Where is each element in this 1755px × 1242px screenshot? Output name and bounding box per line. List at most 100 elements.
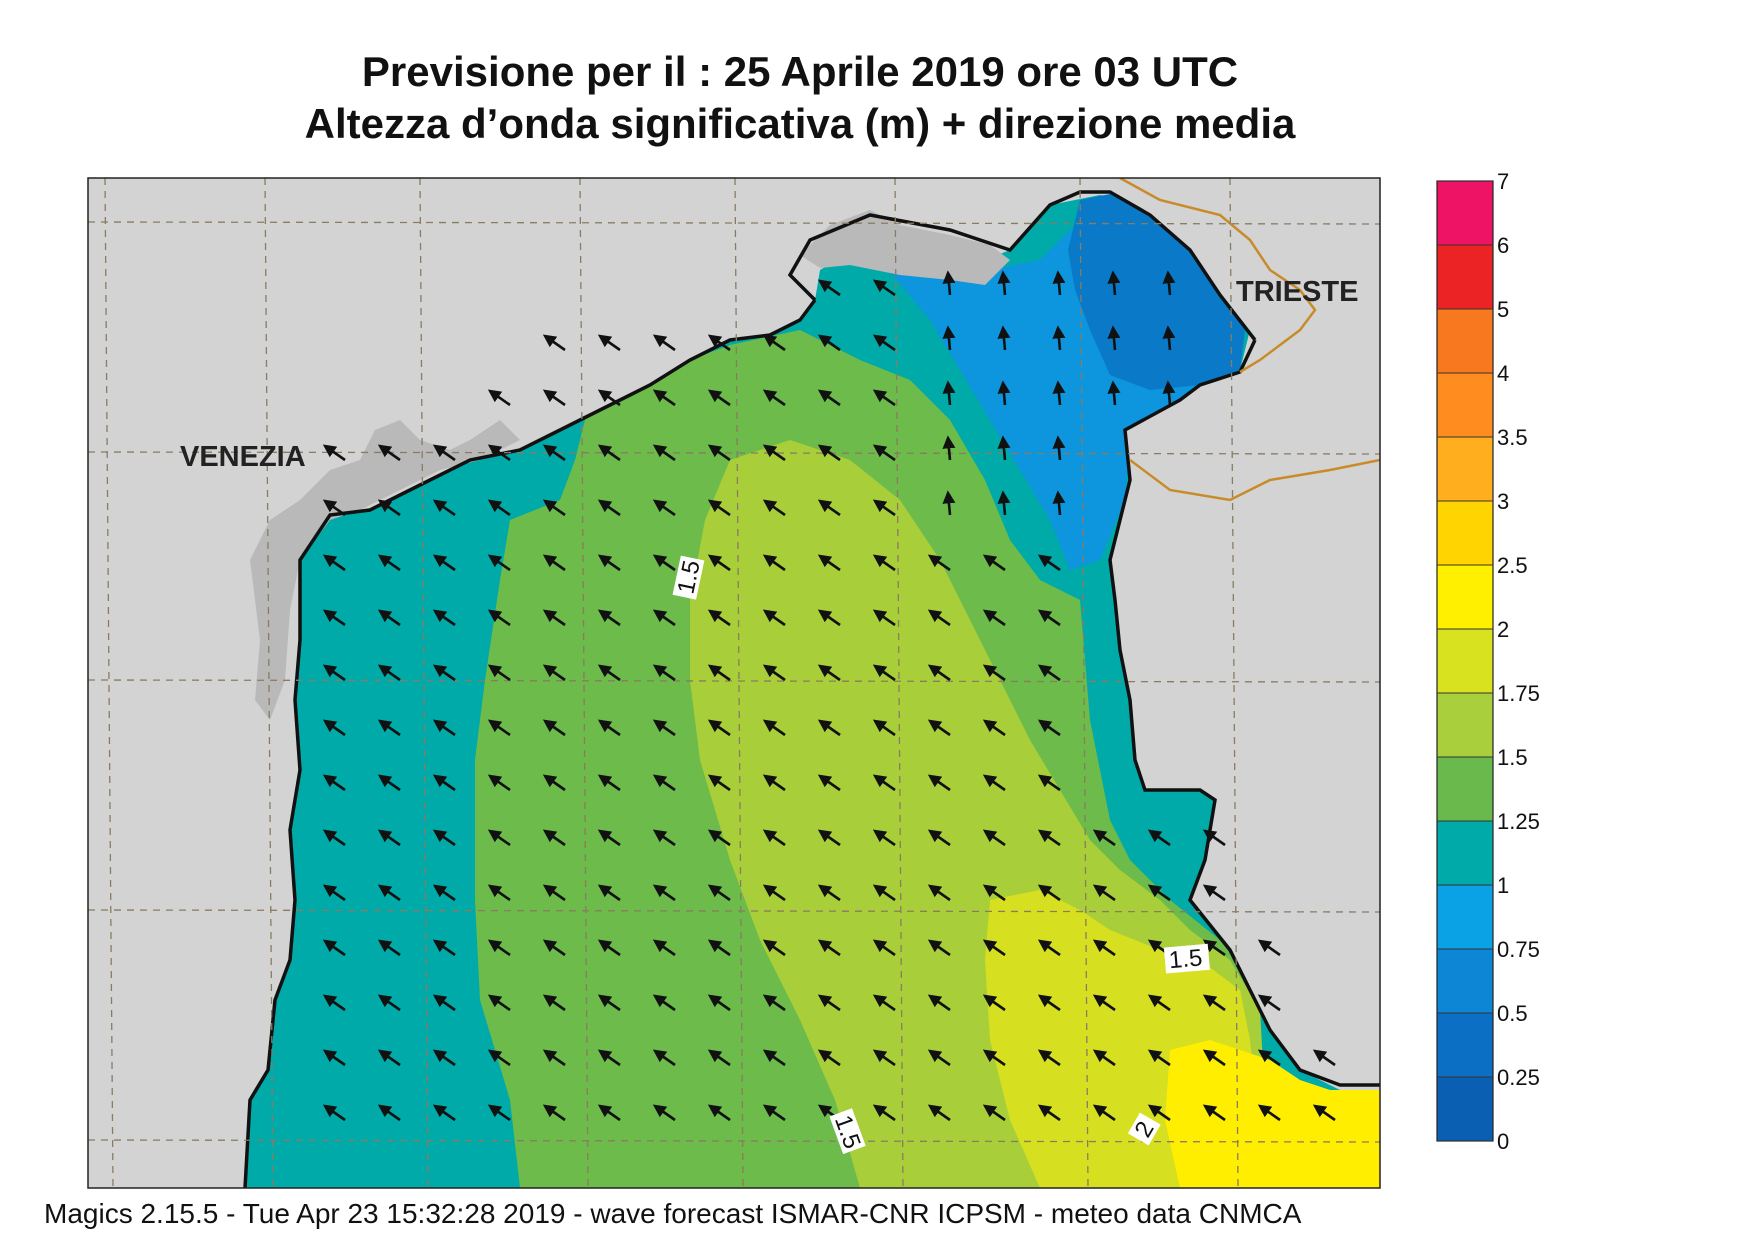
wave-direction-arrow [1037,609,1061,627]
wave-direction-arrow [1202,829,1226,847]
wave-direction-arrow [927,994,951,1012]
wave-direction-arrow [942,435,956,461]
wave-direction-arrow [322,774,346,792]
wave-direction-arrow [597,994,621,1012]
wave-direction-arrow [652,389,676,407]
wave-direction-arrow [872,1104,896,1122]
colorbar: 0 0.25 0.5 0.75 1 1.25 1.5 1.75 2 2.5 3 3.5 4 5 6 7 [1436,169,1540,1154]
wave-direction-arrow [707,774,731,792]
colorbar-tick-label: 6 [1497,233,1509,258]
wave-direction-arrow [1092,829,1116,847]
wave-direction-arrow [982,774,1006,792]
wave-direction-arrow [927,719,951,737]
wave-direction-arrow [1257,939,1281,957]
colorbar-tick-label: 0.75 [1497,937,1540,962]
wave-direction-arrows [322,270,1336,1122]
wave-direction-arrow [927,1049,951,1067]
wave-direction-arrow [597,829,621,847]
colorbar-tick-label: 0.25 [1497,1065,1540,1090]
colorbar-tick-label: 1.75 [1497,681,1540,706]
wave-direction-arrow [377,664,401,682]
wave-direction-arrow [872,829,896,847]
wave-direction-arrow [1037,994,1061,1012]
wave-direction-arrow [542,884,566,902]
wave-direction-arrow [377,774,401,792]
colorbar-tick-label: 3.5 [1497,425,1528,450]
wave-direction-arrow [377,1104,401,1122]
wave-direction-arrow [542,719,566,737]
wave-direction-arrow [322,499,346,517]
wave-direction-arrow [762,334,786,352]
wave-direction-arrow [1147,1104,1171,1122]
wave-direction-arrow [1202,939,1226,957]
wave-direction-arrow [432,444,456,462]
wave-direction-arrow [322,719,346,737]
wave-direction-arrow [817,829,841,847]
wave-direction-arrow [652,774,676,792]
wave-direction-arrow [762,719,786,737]
wave-direction-arrow [997,270,1011,296]
wave-direction-arrow [762,994,786,1012]
wave-direction-arrow [652,994,676,1012]
wave-direction-arrow [942,380,956,406]
wave-direction-arrow [322,554,346,572]
wave-direction-arrow [1037,664,1061,682]
wave-direction-arrow [817,334,841,352]
wave-direction-arrow [1092,939,1116,957]
wave-direction-arrow [597,499,621,517]
wave-direction-arrow [487,389,511,407]
wave-direction-arrow [762,499,786,517]
wave-direction-arrow [542,939,566,957]
wave-direction-arrow [597,334,621,352]
colorbar-swatch [1437,501,1493,566]
wave-direction-arrow [817,939,841,957]
wave-direction-arrow [1037,884,1061,902]
colorbar-tick-label: 0.5 [1497,1001,1528,1026]
wave-direction-arrow [1257,994,1281,1012]
wave-direction-arrow [942,325,956,351]
wave-direction-arrow [432,829,456,847]
wave-direction-arrow [872,774,896,792]
wave-direction-arrow [817,444,841,462]
wave-direction-arrow [652,1049,676,1067]
colorbar-tick-label: 2.5 [1497,553,1528,578]
wave-direction-arrow [487,719,511,737]
wave-direction-arrow [817,609,841,627]
wave-direction-arrow [817,499,841,517]
wave-direction-arrow [432,719,456,737]
grado-lagoon [800,210,1010,285]
wave-direction-arrow [1037,774,1061,792]
wave-direction-arrow [377,444,401,462]
wave-direction-arrow [997,435,1011,461]
wave-direction-arrow [322,1104,346,1122]
city-label-trieste: TRIESTE [1236,276,1358,308]
wave-direction-arrow [1037,1049,1061,1067]
wave-direction-arrow [652,334,676,352]
country-border [1119,178,1317,374]
wave-direction-arrow [597,389,621,407]
wave-direction-arrow [1092,884,1116,902]
colorbar-tick-label: 1 [1497,873,1509,898]
wave-direction-arrow [707,719,731,737]
wave-direction-arrow [652,444,676,462]
wave-direction-arrow [432,664,456,682]
wave-direction-arrow [997,380,1011,406]
wave-direction-arrow [762,884,786,902]
wave-direction-arrow [817,719,841,737]
coastline-east [1108,339,1380,1087]
wave-direction-arrow [377,609,401,627]
colorbar-tick-label: 7 [1497,169,1509,194]
wave-direction-arrow [487,1049,511,1067]
colorbar-tick-label: 3 [1497,489,1509,514]
wave-direction-arrow [762,1049,786,1067]
wave-direction-arrow [707,1049,731,1067]
wave-direction-arrow [487,884,511,902]
wave-direction-arrow [542,334,566,352]
coastline-west [243,298,817,1188]
wave-direction-arrow [432,994,456,1012]
wave-direction-arrow [487,554,511,572]
wave-direction-arrow [1162,380,1176,406]
wave-direction-arrow [652,884,676,902]
wave-direction-arrow [707,939,731,957]
colorbar-swatch [1437,565,1493,630]
